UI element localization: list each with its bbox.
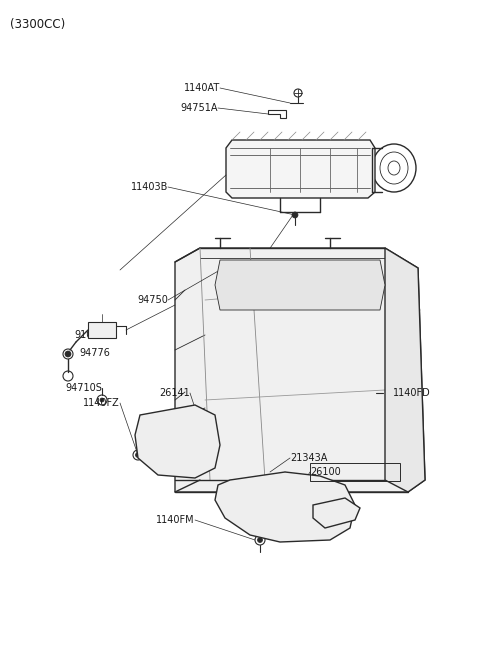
Text: 1140FZ: 1140FZ xyxy=(83,398,120,408)
Text: 1140AT: 1140AT xyxy=(184,83,220,93)
Bar xyxy=(310,463,400,481)
Bar xyxy=(88,322,116,338)
Text: 94776: 94776 xyxy=(79,348,110,358)
Ellipse shape xyxy=(292,212,298,218)
Ellipse shape xyxy=(100,398,104,402)
Text: 94710S: 94710S xyxy=(65,383,102,393)
Text: 1140FM: 1140FM xyxy=(156,515,195,525)
Text: 11403B: 11403B xyxy=(131,182,168,192)
Text: 26100: 26100 xyxy=(310,467,341,477)
Text: 94750: 94750 xyxy=(137,295,168,305)
Text: 94751A: 94751A xyxy=(180,103,218,113)
Ellipse shape xyxy=(385,390,391,396)
Ellipse shape xyxy=(135,453,141,457)
Text: (3300CC): (3300CC) xyxy=(10,18,65,31)
Ellipse shape xyxy=(65,351,71,357)
Polygon shape xyxy=(175,248,425,492)
Polygon shape xyxy=(313,498,360,528)
Text: 21343A: 21343A xyxy=(290,453,327,463)
Polygon shape xyxy=(135,405,220,478)
Polygon shape xyxy=(385,248,425,492)
Ellipse shape xyxy=(217,267,223,272)
Polygon shape xyxy=(215,472,355,542)
Polygon shape xyxy=(215,260,385,310)
Text: 1140FD: 1140FD xyxy=(393,388,431,398)
Ellipse shape xyxy=(257,538,263,542)
Text: 91071: 91071 xyxy=(74,330,105,340)
Text: 26141: 26141 xyxy=(159,388,190,398)
Polygon shape xyxy=(226,140,375,198)
